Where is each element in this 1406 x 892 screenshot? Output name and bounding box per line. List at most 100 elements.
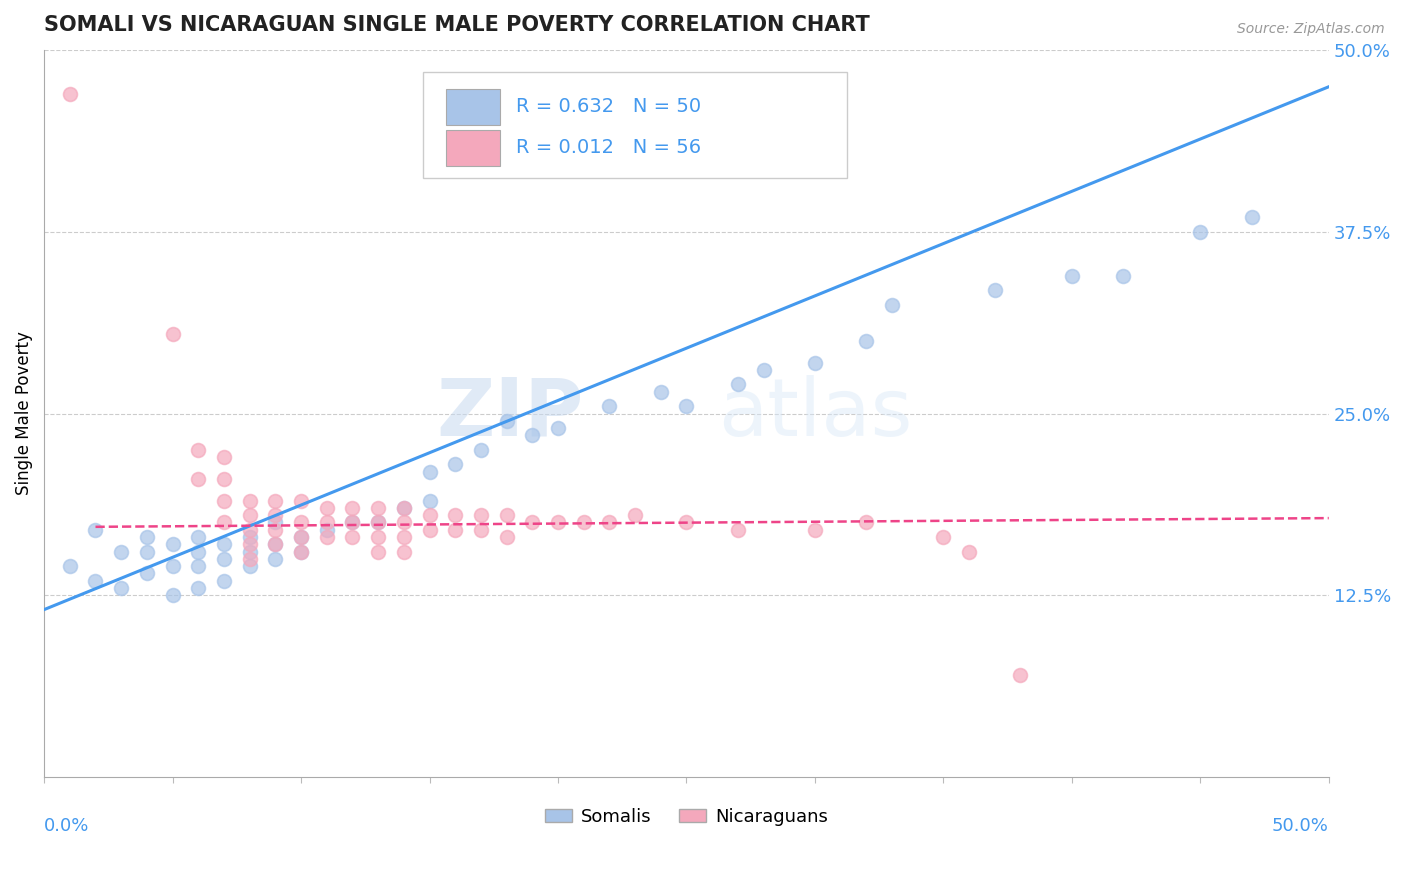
Point (264, 516, 287, 530)
Point (367, 530, 389, 544)
Point (187, 559, 209, 574)
Point (547, 516, 569, 530)
Point (804, 523, 827, 537)
Point (342, 516, 364, 530)
FancyBboxPatch shape (446, 130, 501, 166)
Point (392, 544, 415, 558)
Point (315, 530, 337, 544)
Text: R = 0.632   N = 50: R = 0.632 N = 50 (516, 96, 700, 116)
Point (264, 508, 287, 523)
Point (675, 399, 697, 413)
Point (495, 530, 517, 544)
Point (727, 523, 749, 537)
Point (1112, 268, 1135, 283)
Point (804, 356, 827, 370)
Point (932, 530, 955, 544)
Point (522, 428, 544, 442)
Point (162, 559, 184, 574)
Text: atlas: atlas (717, 375, 912, 452)
Point (264, 523, 287, 537)
Point (187, 581, 209, 595)
Point (444, 508, 467, 523)
Text: R = 0.012   N = 56: R = 0.012 N = 56 (516, 137, 700, 156)
Point (212, 537, 235, 551)
Point (290, 516, 312, 530)
Text: 50.0%: 50.0% (1272, 816, 1329, 835)
Text: SOMALI VS NICARAGUAN SINGLE MALE POVERTY CORRELATION CHART: SOMALI VS NICARAGUAN SINGLE MALE POVERTY… (44, 15, 870, 35)
Point (495, 414, 517, 428)
Point (84, 523, 107, 537)
Text: ZIP: ZIP (436, 375, 583, 452)
Point (290, 530, 312, 544)
Point (264, 493, 287, 508)
Point (675, 516, 697, 530)
Point (957, 544, 980, 558)
Point (239, 530, 262, 544)
Y-axis label: Single Male Poverty: Single Male Poverty (15, 332, 32, 495)
Point (727, 377, 749, 392)
Point (392, 500, 415, 515)
Point (392, 500, 415, 515)
Point (212, 493, 235, 508)
Point (367, 500, 389, 515)
Point (162, 326, 184, 341)
Point (290, 544, 312, 558)
Point (624, 508, 647, 523)
Point (470, 523, 492, 537)
Point (239, 523, 262, 537)
Point (135, 566, 157, 581)
Point (880, 297, 903, 311)
Text: Source: ZipAtlas.com: Source: ZipAtlas.com (1237, 22, 1385, 37)
Point (187, 530, 209, 544)
Point (239, 508, 262, 523)
Point (290, 530, 312, 544)
Point (264, 537, 287, 551)
Point (84, 574, 107, 588)
Point (752, 363, 775, 377)
Point (264, 537, 287, 551)
Point (290, 493, 312, 508)
Point (444, 458, 467, 472)
Point (315, 523, 337, 537)
Point (444, 523, 467, 537)
Point (855, 516, 877, 530)
Point (392, 516, 415, 530)
Point (315, 516, 337, 530)
Text: 0.0%: 0.0% (44, 816, 90, 835)
Point (984, 283, 1007, 297)
Point (239, 537, 262, 551)
Point (598, 399, 620, 413)
Point (418, 523, 440, 537)
Point (187, 472, 209, 486)
Point (110, 581, 132, 595)
Point (418, 465, 440, 479)
Point (162, 588, 184, 602)
Point (187, 442, 209, 457)
Point (855, 334, 877, 348)
Point (264, 551, 287, 566)
Point (342, 500, 364, 515)
Point (598, 516, 620, 530)
Point (110, 544, 132, 558)
Point (59, 87, 82, 101)
Point (239, 559, 262, 574)
Point (239, 551, 262, 566)
Point (212, 551, 235, 566)
Point (650, 384, 672, 399)
Point (367, 516, 389, 530)
Point (212, 516, 235, 530)
Point (315, 500, 337, 515)
Point (418, 508, 440, 523)
Legend: Somalis, Nicaraguans: Somalis, Nicaraguans (538, 800, 835, 833)
FancyBboxPatch shape (423, 72, 846, 178)
Point (239, 493, 262, 508)
Point (239, 544, 262, 558)
Point (59, 559, 82, 574)
Point (212, 450, 235, 464)
Point (547, 421, 569, 435)
Point (470, 442, 492, 457)
Point (135, 544, 157, 558)
Point (1240, 211, 1263, 225)
Point (1010, 668, 1032, 682)
Point (212, 472, 235, 486)
